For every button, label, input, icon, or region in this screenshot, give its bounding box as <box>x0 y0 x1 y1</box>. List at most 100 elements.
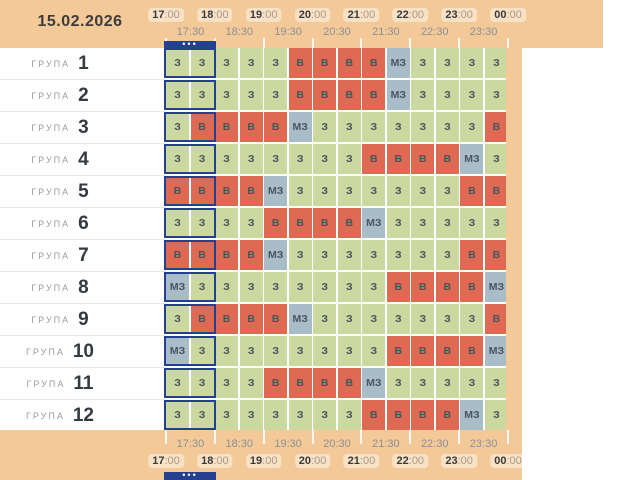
group-number: 2 <box>78 85 89 106</box>
slot-cell: З <box>264 272 288 302</box>
grid-row: З З З З В В В В МЗ З З З З З <box>166 208 508 238</box>
slot-cell: В <box>460 336 484 366</box>
grid-row: В В В В МЗ З З З З З З З В В <box>166 240 508 270</box>
grid-row: З З З З З З З З В В В В МЗ З <box>166 144 508 174</box>
slot-cell: В <box>362 400 386 430</box>
grid-row: З З З З З В В В В МЗ З З З З <box>166 80 508 110</box>
slot-cell: З <box>215 400 239 430</box>
slot-cell: З <box>337 112 361 142</box>
slot-cell: З <box>435 304 459 334</box>
slot-cell: З <box>386 304 410 334</box>
slot-cell: В <box>166 240 190 270</box>
group-number: 8 <box>78 277 89 298</box>
hour-label: 22:00 <box>392 454 429 468</box>
group-label: ГРУПА <box>25 346 65 357</box>
slot-cell: З <box>288 272 312 302</box>
group-number: 4 <box>78 149 89 170</box>
slot-cell: В <box>337 368 361 398</box>
slot-cell: З <box>386 368 410 398</box>
group-row: ГРУПА 9 <box>0 304 166 336</box>
slot-cell: З <box>190 368 214 398</box>
slot-cell: З <box>166 144 190 174</box>
slot-cell: З <box>239 336 263 366</box>
hour-label: 21:00 <box>343 454 380 468</box>
slot-cell: З <box>288 400 312 430</box>
slot-cell: З <box>215 80 239 110</box>
slot-cell: В <box>215 240 239 270</box>
slot-cell: МЗ <box>484 272 508 302</box>
slot-cell: З <box>484 80 508 110</box>
slot-cell: З <box>190 336 214 366</box>
slot-cell: З <box>411 176 435 206</box>
slot-cell: В <box>411 272 435 302</box>
slot-cell: МЗ <box>288 304 312 334</box>
slot-cell: В <box>190 176 214 206</box>
slot-cell: З <box>435 208 459 238</box>
half-hour-label: 17:30 <box>176 26 205 38</box>
slot-cell: З <box>362 176 386 206</box>
group-label: ГРУПА <box>26 378 66 389</box>
slot-cell: В <box>484 112 508 142</box>
slot-cell: З <box>190 80 214 110</box>
half-hour-label: 20:30 <box>323 26 351 38</box>
slot-cell: МЗ <box>386 48 410 78</box>
slot-cell: В <box>239 304 263 334</box>
hour-tick <box>409 38 412 48</box>
slot-cell: З <box>166 368 190 398</box>
grid-row: З З З З З З З З В В В В МЗ З <box>166 400 508 430</box>
slot-cell: З <box>460 368 484 398</box>
hour-label: 22:00 <box>392 8 429 22</box>
slot-cell: В <box>190 240 214 270</box>
slot-cell: З <box>484 208 508 238</box>
slot-cell: З <box>288 144 312 174</box>
group-number: 1 <box>78 53 89 74</box>
group-number: 6 <box>78 213 89 234</box>
group-panel: ГРУПА 1 ГРУПА 2 ГРУПА 3 ГРУПА 4 ГРУПА 5 ГРУПА 6 ГРУП… <box>0 48 166 432</box>
hour-label: 20:00 <box>294 454 331 468</box>
time-window-top-handle[interactable]: ••• <box>164 39 216 49</box>
slot-cell: З <box>190 272 214 302</box>
hour-label: 18:00 <box>197 8 233 22</box>
slot-cell: З <box>313 240 337 270</box>
slot-cell: З <box>484 144 508 174</box>
slot-cell: З <box>166 112 190 142</box>
slot-cell: З <box>313 144 337 174</box>
slot-cell: МЗ <box>288 112 312 142</box>
half-hour-label: 21:30 <box>372 26 400 38</box>
hour-label: 17:00 <box>148 454 184 468</box>
slot-cell: З <box>435 48 459 78</box>
hour-tick <box>360 430 363 444</box>
drag-dots-icon: ••• <box>182 39 198 49</box>
slot-cell: В <box>435 336 459 366</box>
slot-cell: МЗ <box>166 336 190 366</box>
slot-cell: З <box>215 144 239 174</box>
hour-label: 20:00 <box>294 8 331 22</box>
slot-cell: З <box>313 176 337 206</box>
slot-cell: В <box>288 208 312 238</box>
hour-tick <box>409 430 412 444</box>
group-number: 11 <box>73 373 94 394</box>
half-hour-label: 19:30 <box>274 26 302 38</box>
slot-cell: З <box>362 112 386 142</box>
slot-cell: В <box>288 48 312 78</box>
slot-cell: З <box>313 304 337 334</box>
slot-cell: З <box>386 112 410 142</box>
slot-cell: МЗ <box>460 144 484 174</box>
slot-cell: В <box>288 80 312 110</box>
time-window-bottom-handle[interactable]: ••• <box>164 471 216 480</box>
hour-label: 19:00 <box>245 8 282 22</box>
hour-tick <box>213 430 216 444</box>
slot-cell: З <box>215 48 239 78</box>
group-label: ГРУПА <box>31 122 71 133</box>
group-number: 3 <box>78 117 89 138</box>
group-number: 12 <box>72 405 94 426</box>
group-label: ГРУПА <box>31 250 71 261</box>
group-number: 5 <box>78 181 89 202</box>
grid-row: МЗ З З З З З З З З В В В В МЗ <box>166 272 508 302</box>
slot-cell: З <box>166 400 190 430</box>
slot-cell: З <box>264 144 288 174</box>
slot-cell: З <box>411 208 435 238</box>
slot-cell: В <box>264 112 288 142</box>
slot-cell: В <box>337 208 361 238</box>
slot-cell: З <box>239 272 263 302</box>
